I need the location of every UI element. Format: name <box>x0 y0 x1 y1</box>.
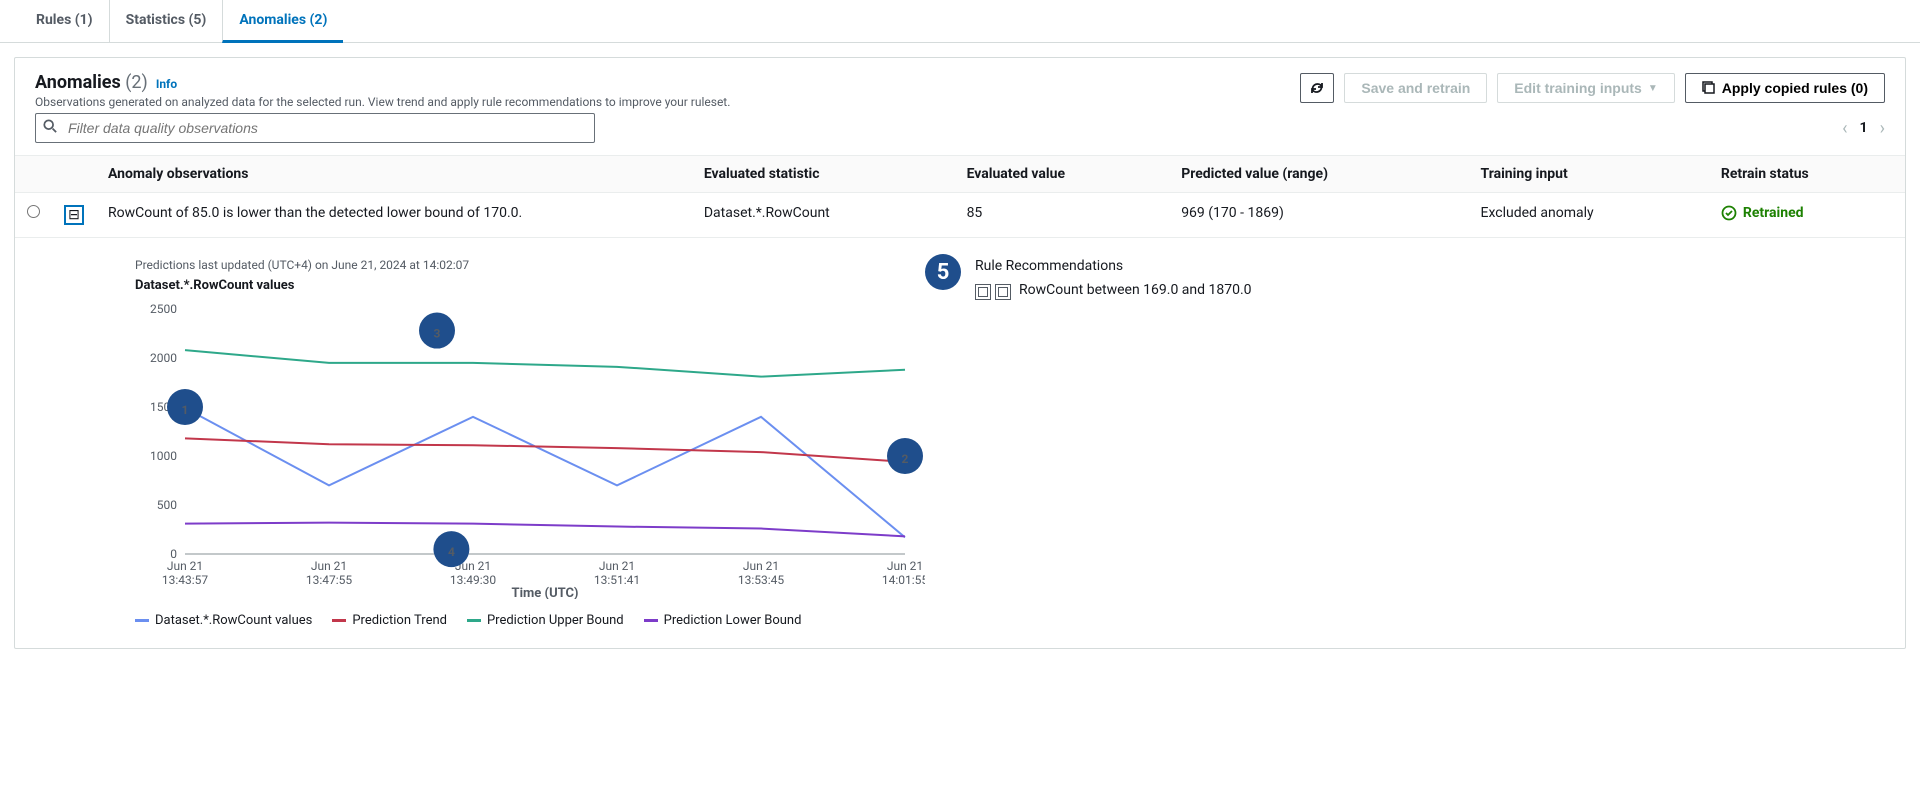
filter-observations-input-wrapper <box>35 113 595 143</box>
svg-text:Jun 21: Jun 21 <box>887 559 923 573</box>
search-icon <box>43 119 57 137</box>
pagination: ‹ 1 › <box>1842 118 1885 139</box>
refresh-button[interactable] <box>1300 73 1334 103</box>
copy-rule-icon[interactable] <box>975 284 991 300</box>
edit-training-button: Edit training inputs ▼ <box>1497 73 1674 103</box>
svg-text:13:47:55: 13:47:55 <box>306 573 353 587</box>
svg-text:Jun 21: Jun 21 <box>311 559 347 573</box>
cell-predicted: 969 (170 - 1869) <box>1169 193 1468 238</box>
svg-text:Jun 21: Jun 21 <box>167 559 203 573</box>
page-next-button[interactable]: › <box>1880 118 1885 139</box>
col-training: Training input <box>1469 156 1709 193</box>
svg-text:13:53:45: 13:53:45 <box>738 573 785 587</box>
save-retrain-button: Save and retrain <box>1344 73 1487 103</box>
svg-text:1: 1 <box>182 403 189 417</box>
legend-item: Prediction Lower Bound <box>644 613 802 628</box>
svg-text:Time (UTC): Time (UTC) <box>512 586 579 599</box>
col-retrain: Retrain status <box>1709 156 1905 193</box>
svg-text:2: 2 <box>902 452 909 466</box>
copy-rule-icon[interactable] <box>995 284 1011 300</box>
svg-text:Jun 21: Jun 21 <box>599 559 635 573</box>
refresh-icon <box>1309 80 1325 96</box>
col-stat: Evaluated statistic <box>692 156 955 193</box>
chart-legend: Dataset.*.RowCount values Prediction Tren… <box>135 613 935 628</box>
cell-training: Excluded anomaly <box>1469 193 1709 238</box>
svg-text:Jun 21: Jun 21 <box>743 559 779 573</box>
chart-meta: Predictions last updated (UTC+4) on June… <box>135 258 935 272</box>
caret-down-icon: ▼ <box>1648 83 1658 94</box>
svg-text:13:49:30: 13:49:30 <box>450 573 497 587</box>
tab-statistics[interactable]: Statistics (5) <box>109 0 223 42</box>
table-row: ⊟ RowCount of 85.0 is lower than the det… <box>15 193 1905 238</box>
annotation-badge-5: 5 <box>925 254 961 290</box>
row-details: Predictions last updated (UTC+4) on June… <box>15 238 1905 648</box>
page-current: 1 <box>1860 120 1868 136</box>
apply-rules-button[interactable]: Apply copied rules (0) <box>1685 73 1885 103</box>
cell-observation: RowCount of 85.0 is lower than the detec… <box>96 193 692 238</box>
legend-item: Prediction Trend <box>332 613 447 628</box>
svg-text:3: 3 <box>434 327 441 341</box>
svg-text:14:01:55: 14:01:55 <box>882 573 925 587</box>
info-link[interactable]: Info <box>156 77 177 91</box>
observations-table: Anomaly observations Evaluated statistic… <box>15 155 1905 238</box>
row-select-radio[interactable] <box>27 205 40 218</box>
page-title: Anomalies (2) <box>35 72 148 93</box>
tab-rules[interactable]: Rules (1) <box>20 0 109 42</box>
retrain-status: Retrained <box>1721 205 1804 221</box>
svg-text:1000: 1000 <box>150 449 177 463</box>
svg-text:13:43:57: 13:43:57 <box>162 573 209 587</box>
filter-observations-input[interactable] <box>35 113 595 143</box>
chart-title: Dataset.*.RowCount values <box>135 278 935 293</box>
col-anomaly: Anomaly observations <box>96 156 692 193</box>
col-predicted: Predicted value (range) <box>1169 156 1468 193</box>
col-value: Evaluated value <box>955 156 1170 193</box>
legend-item: Dataset.*.RowCount values <box>135 613 312 628</box>
page-subtitle: Observations generated on analyzed data … <box>35 95 730 109</box>
tab-bar: Rules (1) Statistics (5) Anomalies (2) <box>0 0 1920 43</box>
svg-text:13:51:41: 13:51:41 <box>594 573 640 587</box>
rule-text: RowCount between 169.0 and 1870.0 <box>1019 282 1252 298</box>
cell-stat: Dataset.*.RowCount <box>692 193 955 238</box>
row-collapse-button[interactable]: ⊟ <box>64 205 84 225</box>
svg-text:500: 500 <box>157 498 177 512</box>
svg-text:2000: 2000 <box>150 351 177 365</box>
anomalies-panel: Anomalies (2) Info Observations generate… <box>14 57 1906 649</box>
svg-text:2500: 2500 <box>150 302 177 316</box>
check-circle-icon <box>1721 205 1737 221</box>
svg-text:4: 4 <box>448 545 455 559</box>
legend-item: Prediction Upper Bound <box>467 613 624 628</box>
anomaly-count: (2) <box>125 72 148 93</box>
copy-icon <box>1702 81 1716 95</box>
page-prev-button[interactable]: ‹ <box>1842 118 1847 139</box>
rule-recommendations-title: Rule Recommendations <box>975 258 1885 274</box>
trend-chart: 05001000150020002500Jun 2113:43:57Jun 21… <box>135 299 935 603</box>
cell-value: 85 <box>955 193 1170 238</box>
tab-anomalies[interactable]: Anomalies (2) <box>222 0 343 43</box>
rule-recommendation-item: RowCount between 169.0 and 1870.0 <box>975 282 1885 300</box>
